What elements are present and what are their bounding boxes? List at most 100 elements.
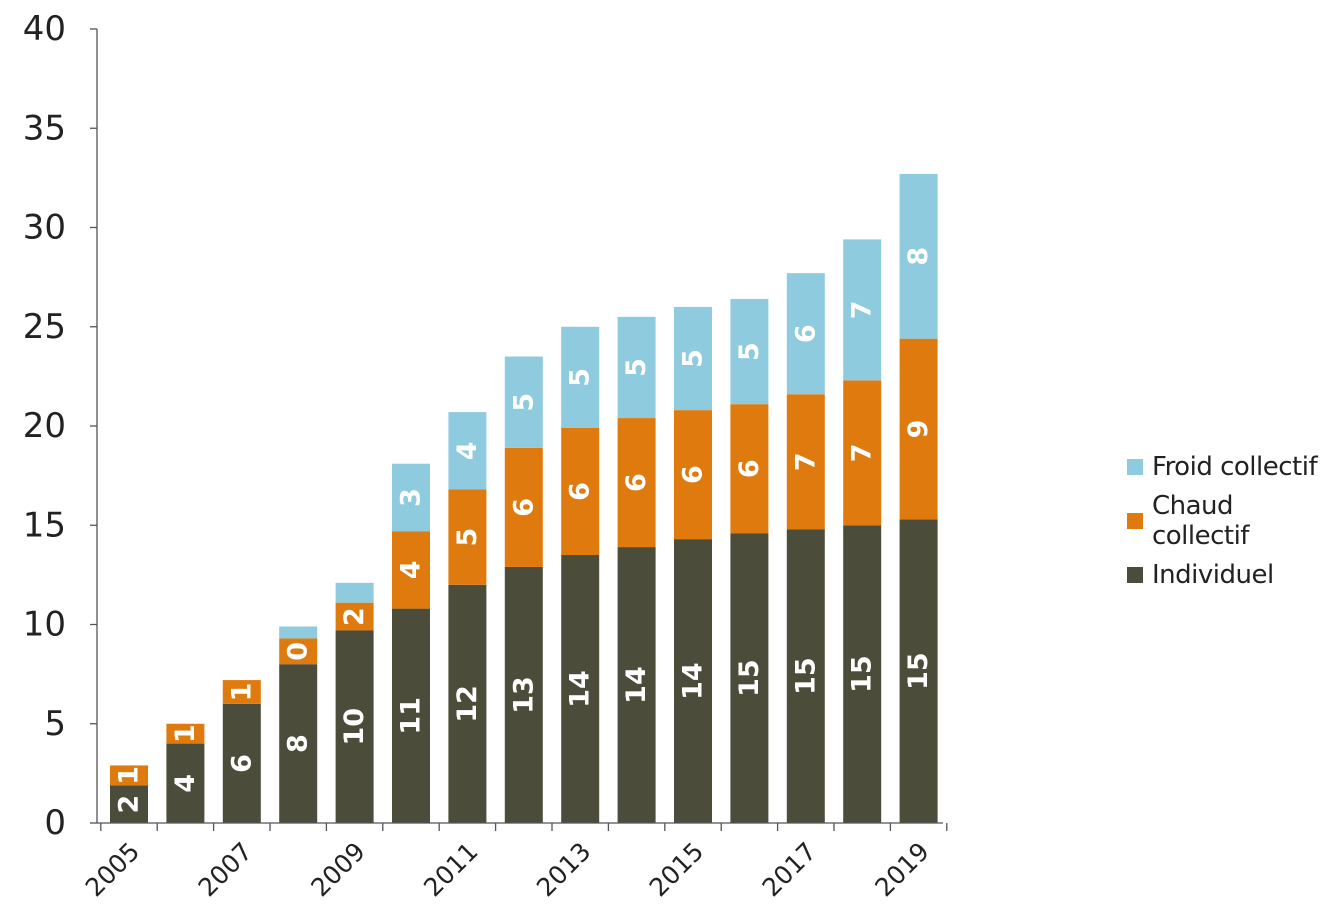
bar-segment-chaud-collectif-2008: [279, 638, 318, 665]
bar-segment-chaud-collectif-2013: [561, 427, 600, 556]
data-label-individuel-2018: 15: [847, 655, 878, 693]
bar-segment-chaud-collectif-2007: [222, 680, 261, 704]
data-label-froid-collectif-2014: 5: [621, 358, 652, 377]
bar-segment-froid-collectif-2015: [674, 306, 712, 411]
data-label-individuel-2014: 14: [621, 666, 652, 704]
y-tick-label-10: 10: [23, 605, 66, 645]
data-label-individuel-2010: 11: [396, 697, 427, 735]
legend-item-individuel: Individuel: [1127, 548, 1337, 602]
x-tick-label-2007: 2007: [193, 837, 258, 902]
y-tick-label-40: 40: [23, 9, 66, 49]
bar-segment-froid-collectif-2017: [786, 273, 825, 395]
data-label-individuel-2008: 8: [283, 734, 314, 753]
data-label-chaud-collectif-2017: 7: [790, 452, 821, 471]
bar-segment-individuel-2017: [786, 529, 825, 823]
data-label-froid-collectif-2016: 5: [734, 342, 765, 361]
y-tick-label-0: 0: [44, 803, 66, 843]
data-label-individuel-2015: 14: [678, 662, 709, 700]
bar-segment-chaud-collectif-2015: [674, 410, 712, 540]
x-tick-label-2013: 2013: [531, 837, 596, 902]
y-tick-label-35: 35: [23, 108, 66, 148]
bar-segment-chaud-collectif-2016: [730, 404, 769, 534]
data-label-chaud-collectif-2009: 2: [339, 607, 370, 626]
data-label-individuel-2013: 14: [565, 670, 596, 708]
bar-segment-froid-collectif-2010: [392, 463, 430, 532]
bar-segment-individuel-2006: [166, 743, 205, 823]
x-tick-label-2015: 2015: [644, 837, 709, 902]
legend-swatch: [1127, 567, 1143, 583]
bar-segment-individuel-2007: [222, 703, 261, 823]
bar-segment-individuel-2015: [674, 539, 712, 823]
bar-segment-froid-collectif-2008: [279, 626, 318, 639]
data-label-individuel-2012: 13: [508, 676, 539, 714]
bar-segment-individuel-2016: [730, 533, 769, 823]
bar-segment-individuel-2013: [561, 555, 600, 823]
y-tick-label-25: 25: [23, 307, 66, 347]
data-label-froid-collectif-2013: 5: [565, 368, 596, 387]
data-label-chaud-collectif-2012: 6: [508, 498, 539, 517]
legend: Froid collectif Chaud collectif Individuel: [1127, 440, 1337, 602]
data-label-froid-collectif-2019: 8: [903, 247, 934, 266]
data-label-individuel-2009: 10: [339, 708, 370, 746]
legend-swatch: [1127, 513, 1143, 529]
data-label-chaud-collectif-2011: 5: [452, 528, 483, 547]
data-label-chaud-collectif-2015: 6: [678, 465, 709, 484]
bar-segment-chaud-collectif-2010: [392, 531, 430, 609]
x-tick-label-2005: 2005: [80, 837, 145, 902]
data-label-individuel-2006: 4: [170, 774, 201, 793]
data-label-individuel-2007: 6: [226, 754, 257, 773]
bar-segment-chaud-collectif-2019: [899, 338, 938, 520]
data-label-chaud-collectif-2008: 0: [283, 642, 314, 661]
bar-segment-chaud-collectif-2017: [786, 394, 825, 530]
y-tick-label-5: 5: [44, 704, 66, 744]
legend-label: Chaud collectif: [1151, 491, 1250, 551]
bar-segment-individuel-2018: [843, 525, 882, 823]
data-label-individuel-2016: 15: [734, 659, 765, 697]
y-tick-label-20: 20: [23, 406, 66, 446]
bar-segment-froid-collectif-2014: [617, 316, 656, 419]
legend-item-froid-collectif: Froid collectif: [1127, 440, 1337, 494]
data-label-individuel-2017: 15: [790, 657, 821, 695]
data-label-chaud-collectif-2018: 7: [847, 443, 878, 462]
data-label-individuel-2011: 12: [452, 685, 483, 723]
data-label-individuel-2019: 15: [903, 652, 934, 690]
data-label-froid-collectif-2015: 5: [678, 349, 709, 368]
bar-segment-froid-collectif-2013: [561, 326, 600, 428]
data-label-individuel-2005: 2: [114, 795, 145, 814]
bar-segment-froid-collectif-2011: [448, 412, 487, 490]
data-label-chaud-collectif-2006: 1: [170, 724, 201, 743]
bar-segment-chaud-collectif-2006: [166, 723, 205, 744]
bar-segment-individuel-2008: [279, 664, 318, 823]
x-tick-label-2011: 2011: [418, 837, 483, 902]
data-label-chaud-collectif-2016: 6: [734, 459, 765, 478]
data-label-froid-collectif-2018: 7: [847, 300, 878, 319]
data-label-chaud-collectif-2010: 4: [396, 561, 427, 580]
legend-label: Individuel: [1152, 560, 1274, 590]
bar-segment-froid-collectif-2019: [899, 173, 938, 339]
data-label-froid-collectif-2012: 5: [508, 393, 539, 412]
bar-segment-individuel-2011: [448, 584, 487, 823]
bar-segment-chaud-collectif-2005: [110, 765, 148, 786]
segment-labels-group: 21 41618010211431254136514651465146515651…: [114, 247, 935, 814]
data-label-chaud-collectif-2014: 6: [621, 473, 652, 492]
bar-segment-froid-collectif-2012: [504, 356, 543, 448]
bar-segment-individuel-2010: [392, 608, 430, 823]
legend-swatch: [1127, 459, 1143, 475]
bar-segment-froid-collectif-2018: [843, 239, 882, 381]
data-label-chaud-collectif-2005: 1: [114, 766, 145, 785]
bar-segment-chaud-collectif-2011: [448, 489, 487, 585]
y-tick-label-15: 15: [23, 505, 66, 545]
bar-segment-individuel-2012: [504, 566, 543, 823]
x-tick-label-2009: 2009: [305, 837, 370, 902]
x-tick-label-2019: 2019: [869, 837, 934, 902]
bar-segment-individuel-2019: [899, 519, 938, 823]
data-label-chaud-collectif-2019: 9: [903, 420, 934, 439]
bar-segment-froid-collectif-2009: [335, 582, 374, 603]
bars-group: [110, 173, 938, 823]
bar-segment-individuel-2014: [617, 547, 656, 823]
data-label-chaud-collectif-2013: 6: [565, 482, 596, 501]
bar-segment-chaud-collectif-2014: [617, 418, 656, 548]
bar-segment-chaud-collectif-2018: [843, 380, 882, 526]
bar-segment-individuel-2009: [335, 630, 374, 823]
